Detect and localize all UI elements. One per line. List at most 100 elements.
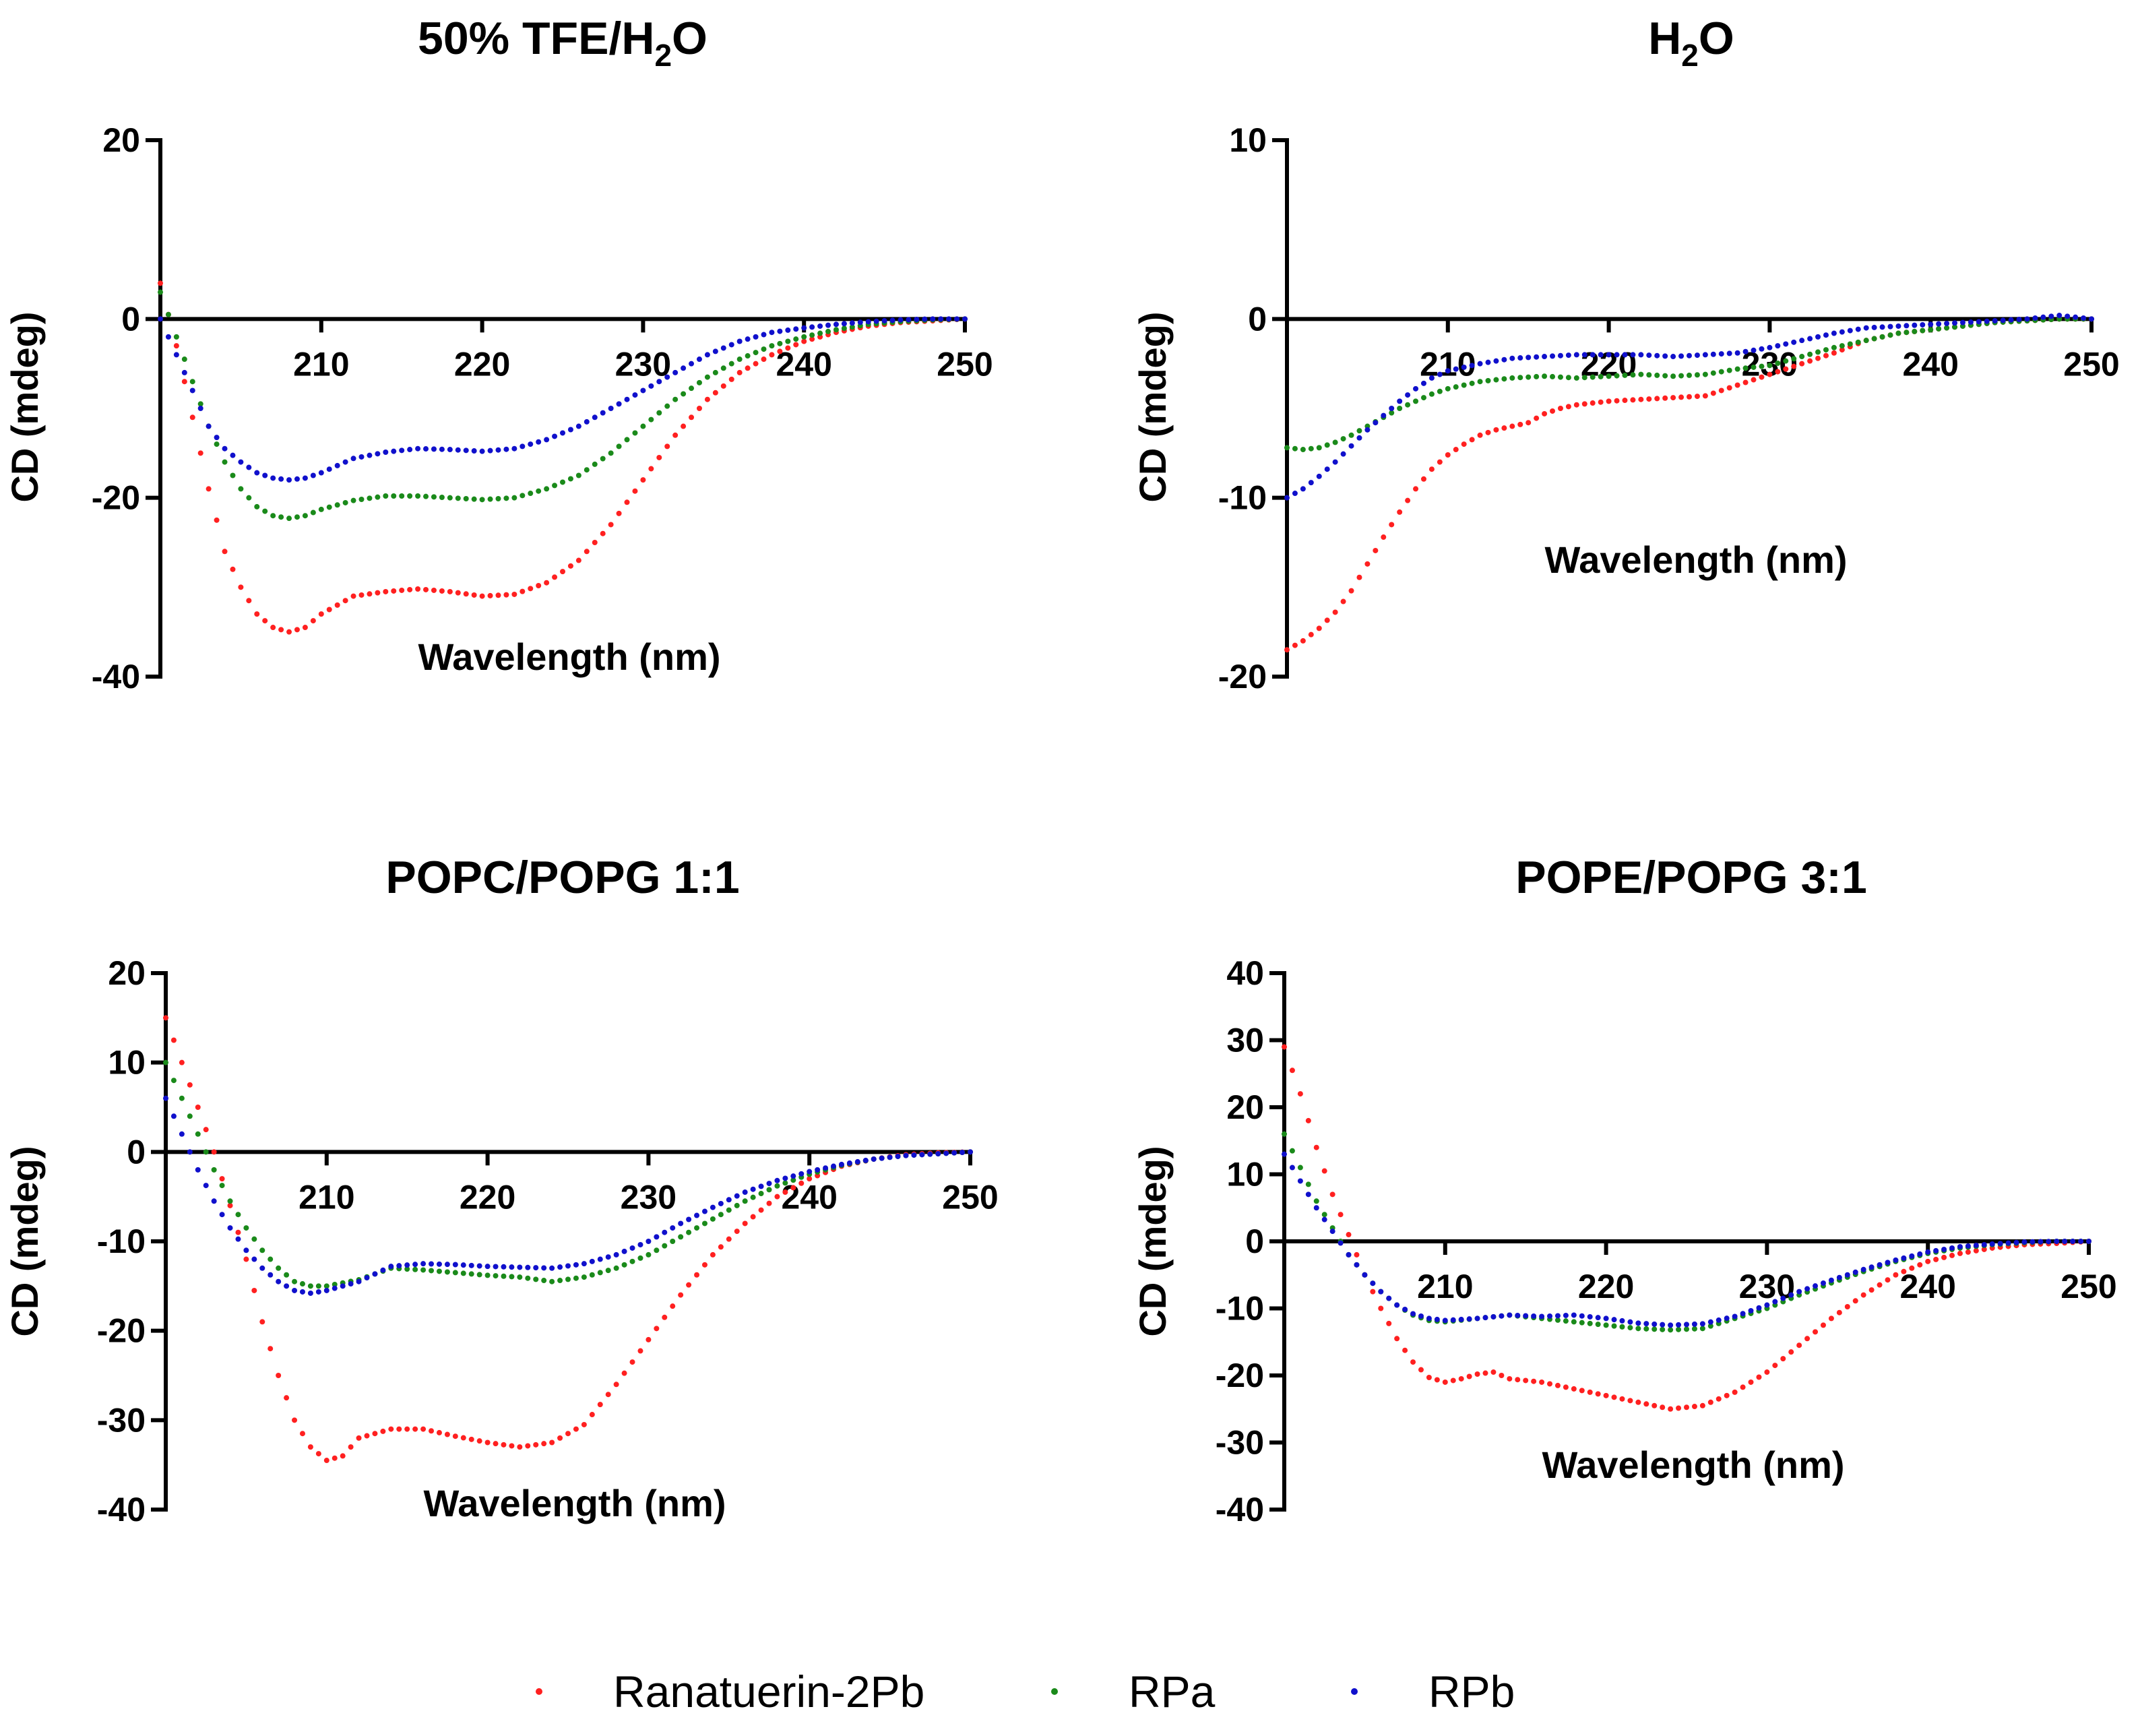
data-point xyxy=(597,1256,603,1262)
x-tick-label: 240 xyxy=(776,345,831,383)
chart-panel-1: 50% TFE/H2O 20 0 -20 -40 210 220 230 240 250 Wavel… xyxy=(3,13,993,695)
data-point xyxy=(1571,1312,1577,1318)
data-point xyxy=(471,592,477,598)
data-point xyxy=(573,1426,579,1432)
data-point xyxy=(887,1154,893,1160)
data-point xyxy=(1381,412,1387,418)
data-point xyxy=(686,1229,692,1235)
data-point xyxy=(629,1245,635,1251)
data-point xyxy=(728,342,734,348)
data-point xyxy=(520,443,526,450)
data-point xyxy=(1507,1375,1513,1382)
data-point xyxy=(1643,1326,1649,1332)
x-axis-label: Wavelength (nm) xyxy=(1542,1444,1844,1486)
data-point xyxy=(1554,1313,1561,1319)
data-point xyxy=(632,488,638,494)
data-point xyxy=(1386,1295,1392,1301)
chart-title-tail: O xyxy=(1699,13,1734,64)
data-point xyxy=(1863,338,1869,344)
data-point xyxy=(1338,1212,1344,1218)
data-point xyxy=(503,495,509,501)
data-point xyxy=(567,563,573,569)
data-point xyxy=(1767,344,1773,350)
data-point xyxy=(326,466,332,472)
data-point xyxy=(1420,395,1426,401)
data-point xyxy=(455,447,461,453)
data-point xyxy=(1699,1402,1705,1408)
data-point xyxy=(1638,352,1644,358)
data-point xyxy=(1525,374,1532,380)
data-point xyxy=(1542,354,1548,360)
data-point xyxy=(1879,324,1885,330)
data-point xyxy=(444,1262,450,1268)
data-point xyxy=(495,447,501,453)
data-point xyxy=(181,379,187,385)
data-point xyxy=(1702,371,1708,377)
data-point xyxy=(1461,364,1467,370)
data-point xyxy=(1493,427,1499,433)
data-point xyxy=(782,1189,788,1196)
data-point xyxy=(1756,1374,1762,1380)
data-point xyxy=(332,1285,338,1291)
data-point xyxy=(624,437,630,443)
data-point xyxy=(1501,376,1507,382)
data-point xyxy=(1378,1289,1384,1295)
data-point xyxy=(1702,393,1708,399)
data-point xyxy=(2073,314,2079,320)
data-point xyxy=(560,479,565,485)
data-point xyxy=(391,493,397,499)
data-point xyxy=(1791,356,1797,362)
data-point xyxy=(1450,1377,1456,1384)
data-point xyxy=(728,361,734,367)
data-point xyxy=(544,580,550,586)
data-point xyxy=(557,1435,563,1441)
data-point xyxy=(1984,318,1990,324)
data-point xyxy=(431,494,437,500)
data-point xyxy=(701,1220,707,1227)
data-point xyxy=(898,317,904,323)
data-point xyxy=(1925,1258,1931,1264)
data-point xyxy=(597,1402,603,1408)
data-point xyxy=(1595,1315,1601,1321)
data-point xyxy=(1820,1322,1826,1328)
data-point xyxy=(1710,370,1716,376)
data-point xyxy=(734,1202,740,1208)
data-point xyxy=(230,452,236,458)
data-point xyxy=(1321,1216,1327,1222)
data-point xyxy=(1678,394,1685,400)
data-point xyxy=(1670,373,1676,379)
data-point xyxy=(831,1163,837,1169)
data-point xyxy=(600,530,606,536)
data-point xyxy=(476,1438,482,1444)
data-point xyxy=(718,1200,724,1206)
data-point xyxy=(364,1433,370,1439)
legend-label: RPb xyxy=(1428,1667,1515,1716)
data-point xyxy=(447,447,453,453)
data-point xyxy=(712,369,718,375)
data-point xyxy=(640,477,646,483)
data-point xyxy=(447,588,453,594)
data-point xyxy=(326,607,332,613)
data-point xyxy=(769,343,775,349)
data-point xyxy=(214,435,220,441)
data-point xyxy=(1726,385,1732,391)
data-point xyxy=(1313,1205,1319,1211)
data-point xyxy=(790,1185,796,1191)
data-point xyxy=(1831,330,1837,336)
data-point xyxy=(1660,1322,1666,1328)
data-point xyxy=(616,443,622,450)
data-point xyxy=(922,316,928,322)
data-point xyxy=(1595,1322,1601,1328)
data-point xyxy=(1791,339,1797,345)
data-point xyxy=(197,406,203,411)
data-point xyxy=(1297,1165,1303,1171)
data-point xyxy=(501,1264,507,1270)
data-point xyxy=(158,289,163,295)
data-point xyxy=(1740,1311,1746,1317)
data-point xyxy=(1678,373,1685,379)
chart-title: POPE/POPG 3:1 xyxy=(1515,852,1867,903)
data-point xyxy=(1469,437,1475,443)
data-point xyxy=(2065,313,2071,319)
data-point xyxy=(954,316,960,322)
